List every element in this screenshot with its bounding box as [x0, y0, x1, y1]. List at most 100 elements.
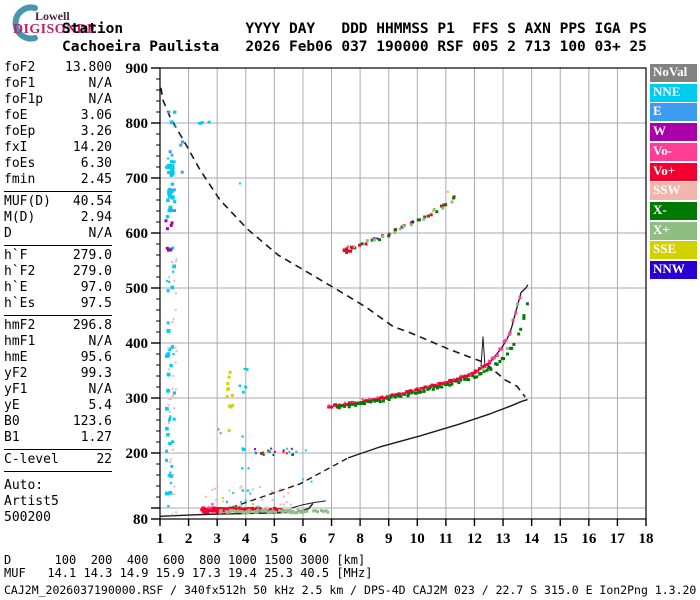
echo-point-Vo+	[397, 392, 401, 396]
param-label: yE	[4, 398, 20, 413]
param-value: 97.5	[80, 296, 112, 311]
echo-point-X+	[262, 509, 265, 512]
transmission-curve	[160, 87, 526, 398]
echo-point-X-	[340, 404, 344, 408]
y-tick-label: 700	[126, 171, 149, 187]
echo-point-Vo-	[514, 311, 518, 315]
echo-point-SSE	[230, 393, 234, 397]
echo-point-X+	[236, 509, 240, 513]
echo-point-SSW	[172, 374, 175, 377]
echo-point-X-	[431, 387, 435, 391]
echo-point-SSE	[231, 403, 234, 407]
echo-point-W	[273, 450, 276, 453]
echo-point-Vo-	[459, 374, 462, 377]
echo-point-Vo-	[511, 318, 515, 322]
echo-point-NNE	[301, 478, 304, 481]
echo-point-Vo+	[381, 396, 384, 400]
param-value: 5.4	[88, 398, 112, 413]
x-tick-label: 1	[156, 531, 164, 547]
echo-point-NNE	[304, 449, 307, 452]
echo-point-NNE	[165, 166, 168, 169]
echo-point-Vo+	[429, 213, 433, 217]
echo-point-Vo+	[207, 508, 212, 513]
echo-point-NNE	[167, 191, 172, 196]
echo-point-NNE	[172, 264, 176, 269]
echo-point-X-	[350, 402, 354, 406]
echo-point-Vo+	[440, 204, 443, 208]
echo-point-SSE	[226, 387, 229, 391]
echo-point-X-	[414, 391, 418, 395]
y-tick-label: 800	[126, 116, 149, 132]
echo-point-E	[399, 228, 402, 231]
echo-point-W	[169, 223, 173, 227]
param-row: hmF2 296.8	[4, 318, 112, 334]
param-value: 123.6	[72, 414, 112, 429]
echo-point-SSW	[172, 474, 175, 477]
echo-point-X-	[444, 383, 447, 387]
logo-digisonde-text: DIGISONDE	[13, 22, 97, 37]
echo-point-E	[181, 140, 185, 144]
echo-point-X-	[502, 357, 506, 361]
x-tick-label: 3	[213, 531, 221, 547]
param-label: B0	[4, 414, 20, 429]
echo-point-Vo-	[207, 506, 210, 509]
echo-point-NNE	[172, 160, 176, 164]
echo-point-X+	[505, 347, 509, 350]
param-label: MUF(D)	[4, 194, 51, 209]
echo-point-SSW	[171, 448, 174, 451]
echo-point-Vo+	[440, 382, 444, 386]
echo-point-X-	[335, 404, 339, 408]
x-tick-label: 7	[328, 531, 336, 547]
param-value: 1.27	[80, 430, 112, 445]
echo-point-Vo+	[246, 506, 250, 510]
echo-point-X-	[519, 327, 523, 331]
x-tick-label: 13	[496, 531, 511, 547]
echo-point-NNE	[165, 406, 169, 411]
param-row: h`E 97.0	[4, 280, 112, 296]
echo-point-E	[267, 450, 270, 453]
echo-point-X-	[436, 386, 439, 390]
echo-point-Vo+	[242, 507, 246, 511]
echo-point-X-	[387, 398, 391, 401]
echo-point-SSW	[215, 499, 218, 501]
echo-point-E	[180, 170, 184, 174]
echo-point-E	[168, 150, 172, 154]
echo-point-NNE	[167, 208, 171, 213]
d-row: D 100 200 400 600 800 1000 1500 3000 [km…	[4, 553, 366, 567]
echo-point-Vo-	[498, 347, 502, 351]
echo-point-X-	[393, 228, 397, 232]
echo-point-Vo-	[361, 398, 364, 401]
echo-point-Vo+	[345, 251, 349, 254]
echo-point-X-	[448, 383, 452, 387]
echo-point-X+	[218, 510, 222, 514]
echo-point-Vo+	[364, 242, 368, 246]
echo-point-X+	[515, 303, 519, 306]
param-label: Artist5	[4, 494, 59, 509]
echo-point-NNE	[170, 167, 174, 172]
param-value: 3.26	[80, 124, 112, 139]
param-row: C-level 22	[4, 452, 112, 468]
header-block: Station YYYY DAY DDD HHMMSS P1 FFS S AXN…	[62, 20, 647, 56]
param-label: D	[4, 226, 12, 241]
echo-point-Vo+	[477, 367, 481, 371]
legend-item-x: X+	[650, 221, 697, 240]
echo-point-NNE	[200, 121, 204, 125]
echo-point-X+	[271, 509, 275, 513]
echo-point-NNE	[207, 120, 211, 124]
echo-point-Vo-	[386, 395, 389, 398]
parameter-group: Auto: Artist5 500200	[4, 472, 112, 529]
echo-point-NNE	[245, 368, 249, 371]
legend-item-noval: NoVal	[650, 64, 697, 82]
echo-point-Vo+	[470, 372, 474, 375]
echo-point-Vo-	[518, 296, 522, 300]
echo-point-X-	[487, 366, 491, 370]
echo-point-NNE	[241, 489, 245, 492]
param-value: N/A	[88, 226, 112, 241]
echo-point-X-	[471, 374, 475, 378]
param-label: foE	[4, 108, 28, 123]
echo-point-X+	[268, 510, 272, 514]
echo-point-NNE	[167, 189, 171, 193]
echo-point-Vo+	[377, 396, 380, 400]
echo-point-SSW	[240, 505, 243, 508]
x-tick-label: 12	[467, 531, 482, 547]
